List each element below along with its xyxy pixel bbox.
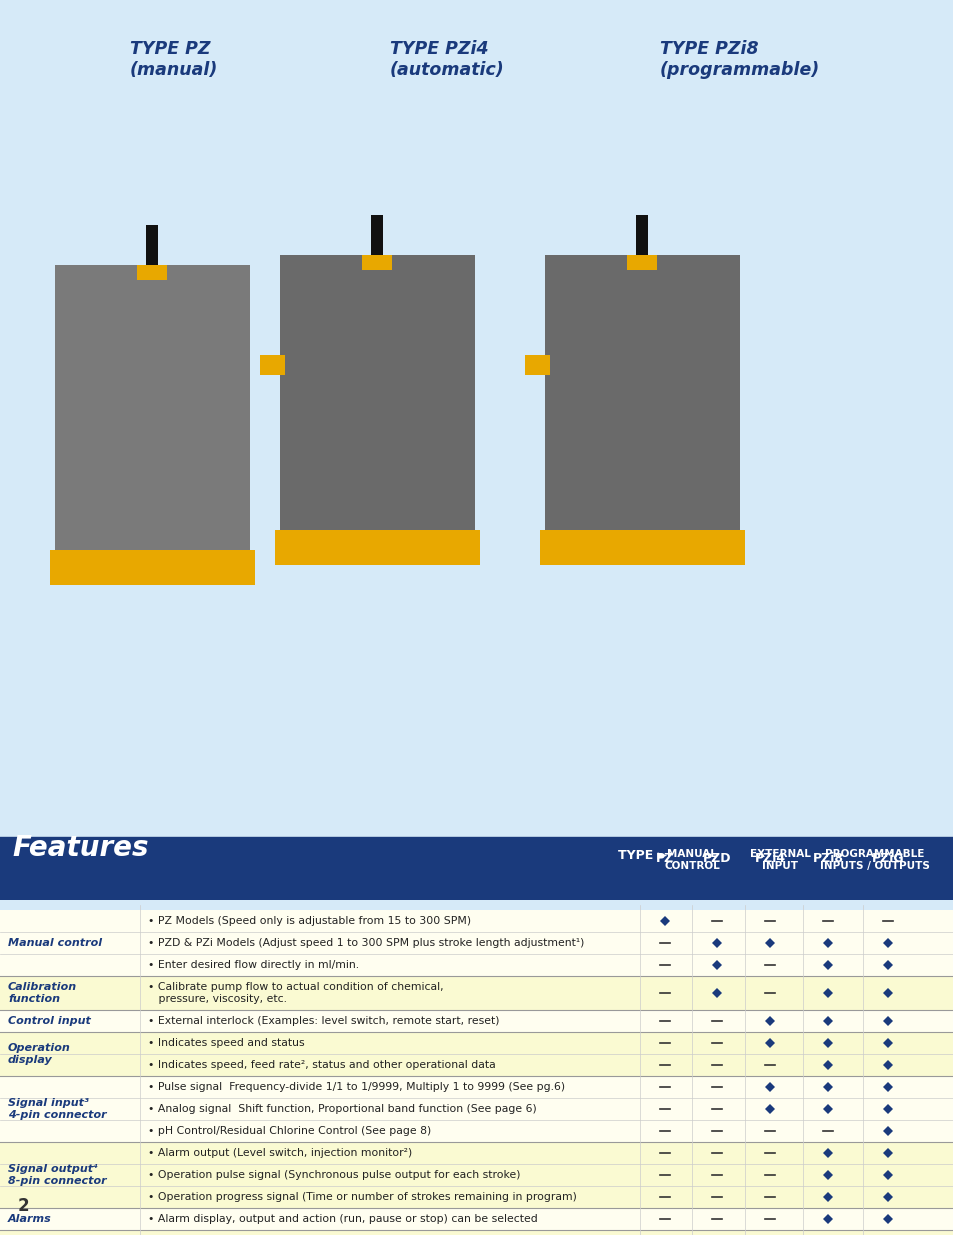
FancyBboxPatch shape — [0, 976, 953, 1010]
FancyBboxPatch shape — [636, 215, 647, 254]
Text: • Alarm output (Level switch, injection monitor²): • Alarm output (Level switch, injection … — [148, 1149, 412, 1158]
FancyBboxPatch shape — [0, 1208, 953, 1230]
Polygon shape — [882, 1037, 892, 1049]
Polygon shape — [822, 1060, 832, 1070]
Text: • Operation pulse signal (Synchronous pulse output for each stroke): • Operation pulse signal (Synchronous pu… — [148, 1170, 520, 1179]
Text: • PZD & PZi Models (Adjust speed 1 to 300 SPM plus stroke length adjustment¹): • PZD & PZi Models (Adjust speed 1 to 30… — [148, 939, 584, 948]
FancyBboxPatch shape — [0, 1142, 953, 1208]
Polygon shape — [822, 1149, 832, 1158]
FancyBboxPatch shape — [55, 266, 250, 555]
Polygon shape — [822, 1192, 832, 1202]
Polygon shape — [822, 1082, 832, 1092]
FancyBboxPatch shape — [137, 266, 167, 280]
Text: Manual control: Manual control — [8, 939, 102, 948]
FancyBboxPatch shape — [361, 254, 392, 270]
FancyBboxPatch shape — [626, 254, 657, 270]
Polygon shape — [822, 1016, 832, 1026]
Text: • Alarm display, output and action (run, pause or stop) can be selected: • Alarm display, output and action (run,… — [148, 1214, 537, 1224]
Text: • Indicates speed, feed rate², status and other operational data: • Indicates speed, feed rate², status an… — [148, 1060, 496, 1070]
Text: Alarms: Alarms — [8, 1214, 51, 1224]
FancyBboxPatch shape — [50, 550, 254, 585]
Text: Signal output⁴
8-pin connector: Signal output⁴ 8-pin connector — [8, 1165, 107, 1186]
FancyBboxPatch shape — [0, 1010, 953, 1032]
Text: PZ: PZ — [655, 852, 674, 864]
Polygon shape — [882, 960, 892, 969]
Polygon shape — [822, 1037, 832, 1049]
FancyBboxPatch shape — [0, 1032, 953, 1076]
FancyBboxPatch shape — [524, 354, 550, 375]
Polygon shape — [882, 1149, 892, 1158]
Polygon shape — [882, 1060, 892, 1070]
Polygon shape — [882, 1192, 892, 1202]
Text: • Calibrate pump flow to actual condition of chemical,
   pressure, viscosity, e: • Calibrate pump flow to actual conditio… — [148, 982, 443, 1004]
Polygon shape — [882, 1082, 892, 1092]
Polygon shape — [764, 1037, 774, 1049]
Text: Calibration
function: Calibration function — [8, 982, 77, 1004]
Polygon shape — [822, 1104, 832, 1114]
Text: MANUAL
CONTROL: MANUAL CONTROL — [663, 848, 720, 871]
Text: • Pulse signal  Frequency-divide 1/1 to 1/9999, Multiply 1 to 9999 (See pg.6): • Pulse signal Frequency-divide 1/1 to 1… — [148, 1082, 564, 1092]
FancyBboxPatch shape — [260, 354, 285, 375]
Polygon shape — [822, 1214, 832, 1224]
Polygon shape — [882, 1016, 892, 1026]
FancyBboxPatch shape — [146, 225, 158, 266]
FancyBboxPatch shape — [274, 530, 479, 564]
Polygon shape — [822, 960, 832, 969]
Polygon shape — [822, 988, 832, 998]
Polygon shape — [659, 916, 669, 926]
Text: Control input: Control input — [8, 1016, 91, 1026]
Text: TYPE PZi8
(programmable): TYPE PZi8 (programmable) — [659, 40, 820, 79]
Text: Signal input³
4-pin connector: Signal input³ 4-pin connector — [8, 1098, 107, 1120]
Text: PZi4: PZi4 — [754, 852, 784, 864]
Polygon shape — [822, 939, 832, 948]
FancyBboxPatch shape — [0, 910, 953, 976]
Text: TYPE ►: TYPE ► — [618, 848, 666, 862]
FancyBboxPatch shape — [539, 530, 744, 564]
Text: PZiG: PZiG — [871, 852, 903, 864]
FancyBboxPatch shape — [0, 837, 953, 900]
Text: Features: Features — [12, 834, 149, 862]
Text: • pH Control/Residual Chlorine Control (See page 8): • pH Control/Residual Chlorine Control (… — [148, 1126, 431, 1136]
Polygon shape — [764, 1082, 774, 1092]
Text: • PZ Models (Speed only is adjustable from 15 to 300 SPM): • PZ Models (Speed only is adjustable fr… — [148, 916, 471, 926]
Polygon shape — [882, 939, 892, 948]
Polygon shape — [882, 1214, 892, 1224]
Polygon shape — [711, 939, 721, 948]
FancyBboxPatch shape — [371, 215, 382, 254]
Polygon shape — [711, 960, 721, 969]
Polygon shape — [882, 988, 892, 998]
Text: • Operation progress signal (Time or number of strokes remaining in program): • Operation progress signal (Time or num… — [148, 1192, 577, 1202]
Polygon shape — [764, 1104, 774, 1114]
Text: TYPE PZi4
(automatic): TYPE PZi4 (automatic) — [390, 40, 504, 79]
Text: PZi8: PZi8 — [812, 852, 842, 864]
Text: Operation
display: Operation display — [8, 1044, 71, 1065]
FancyBboxPatch shape — [0, 0, 953, 876]
Polygon shape — [882, 1170, 892, 1179]
FancyBboxPatch shape — [280, 254, 475, 535]
FancyBboxPatch shape — [0, 1230, 953, 1235]
Text: • Analog signal  Shift function, Proportional band function (See page 6): • Analog signal Shift function, Proporti… — [148, 1104, 537, 1114]
Text: EXTERNAL
INPUT: EXTERNAL INPUT — [749, 848, 810, 871]
Text: • Indicates speed and status: • Indicates speed and status — [148, 1037, 304, 1049]
FancyBboxPatch shape — [544, 254, 740, 535]
Text: TYPE PZ
(manual): TYPE PZ (manual) — [130, 40, 218, 79]
Polygon shape — [764, 939, 774, 948]
Text: PROGRAMMABLE
INPUTS / OUTPUTS: PROGRAMMABLE INPUTS / OUTPUTS — [820, 848, 929, 871]
Polygon shape — [764, 1016, 774, 1026]
Polygon shape — [822, 1170, 832, 1179]
Text: • External interlock (Examples: level switch, remote start, reset): • External interlock (Examples: level sw… — [148, 1016, 499, 1026]
Text: 2: 2 — [18, 1197, 30, 1215]
Text: • Enter desired flow directly in ml/min.: • Enter desired flow directly in ml/min. — [148, 960, 358, 969]
Polygon shape — [711, 988, 721, 998]
Text: PZD: PZD — [702, 852, 731, 864]
Polygon shape — [882, 1104, 892, 1114]
Polygon shape — [882, 1126, 892, 1136]
FancyBboxPatch shape — [0, 1076, 953, 1142]
FancyBboxPatch shape — [0, 0, 953, 864]
